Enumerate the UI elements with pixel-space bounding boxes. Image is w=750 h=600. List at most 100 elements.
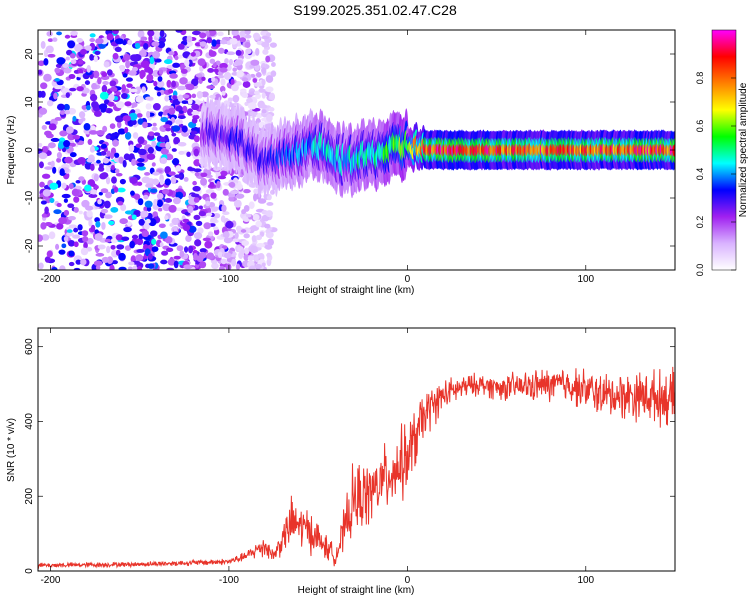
spectrogram-cell bbox=[47, 53, 56, 58]
spectrogram-cell bbox=[205, 189, 215, 194]
spectrogram-cell bbox=[168, 204, 177, 213]
spectrogram-cell bbox=[58, 217, 68, 225]
spectrogram-cell bbox=[59, 168, 65, 176]
spectrogram-cell bbox=[44, 256, 51, 263]
spectrogram-cell bbox=[145, 183, 154, 188]
spectrogram-cell bbox=[64, 109, 71, 115]
spectrogram-cell bbox=[50, 160, 55, 168]
spectrogram-cell bbox=[199, 32, 207, 39]
spectrogram-cell bbox=[54, 67, 61, 74]
spectrogram-cell bbox=[130, 190, 135, 196]
spectrogram-cell bbox=[69, 87, 77, 92]
spectrogram-cell bbox=[183, 264, 193, 270]
colorbar-tick-label: 0.8 bbox=[695, 72, 705, 85]
spectrogram-cell bbox=[187, 98, 193, 105]
spectrogram-cell bbox=[206, 85, 215, 90]
spectrogram-cell bbox=[219, 39, 228, 45]
spectrogram-cell bbox=[243, 205, 250, 212]
spectrogram-cell bbox=[81, 105, 87, 110]
spectrogram-cell bbox=[137, 136, 145, 145]
spectrogram-cell bbox=[75, 259, 82, 265]
spectrogram-cell bbox=[164, 109, 171, 114]
spectrogram-cell bbox=[38, 234, 44, 242]
spectrogram-cell bbox=[174, 174, 182, 179]
spectrogram-cell bbox=[247, 102, 257, 110]
spectrogram-cell bbox=[156, 192, 164, 200]
spectrogram-cell bbox=[187, 55, 197, 60]
spectrogram-cell bbox=[219, 62, 228, 69]
spectrogram-cell bbox=[204, 240, 213, 249]
spectrogram-cell bbox=[159, 242, 164, 247]
spectrogram-cell bbox=[165, 247, 174, 253]
spectrogram-cell bbox=[177, 141, 187, 147]
spectrogram-cell bbox=[234, 232, 239, 239]
spectrogram-cell bbox=[56, 103, 65, 111]
spectrogram-cell bbox=[131, 158, 136, 166]
spectrogram-cell bbox=[86, 237, 94, 245]
spectrogram-cell bbox=[95, 38, 104, 45]
spectrogram-cell bbox=[151, 162, 156, 167]
spectrogram-cell bbox=[68, 261, 75, 267]
spectrogram-cell bbox=[249, 265, 256, 270]
spectrogram-cell bbox=[99, 163, 104, 169]
spectrogram-cell bbox=[83, 122, 91, 131]
spectrogram-cell bbox=[175, 119, 183, 125]
spectrogram-cell bbox=[39, 181, 45, 188]
spectrogram-cell bbox=[124, 132, 132, 140]
y-tick-label: 20 bbox=[24, 48, 35, 60]
spectrogram-cell bbox=[123, 53, 131, 61]
spectrogram-cell bbox=[215, 39, 222, 45]
spectrogram-cell bbox=[114, 152, 120, 158]
spectrogram-cell bbox=[184, 59, 190, 67]
y-tick-label: 0 bbox=[24, 568, 35, 574]
spectrogram-cell bbox=[194, 171, 200, 177]
spectrogram-cell bbox=[125, 77, 133, 82]
spectrogram-cell bbox=[156, 199, 163, 208]
spectrogram-cell bbox=[219, 170, 228, 177]
spectrogram-cell bbox=[137, 181, 143, 186]
spectrogram-cell bbox=[38, 161, 44, 169]
spectrogram-cell bbox=[232, 94, 240, 103]
spectrogram-cell bbox=[86, 64, 91, 73]
spectrogram-cell bbox=[173, 255, 181, 260]
spectrogram-cell bbox=[265, 210, 273, 218]
spectrogram-cell bbox=[199, 261, 207, 269]
spectrogram-cell bbox=[50, 137, 60, 142]
snr-x-label: Height of straight line (km) bbox=[298, 585, 415, 596]
spectrogram-cell bbox=[173, 260, 179, 269]
spectrogram-cell bbox=[48, 231, 56, 240]
spectrogram-cell bbox=[136, 248, 145, 253]
spectrogram-cell bbox=[178, 150, 185, 155]
spectrogram-cell bbox=[105, 134, 111, 140]
spectrogram-cell bbox=[61, 147, 67, 153]
spectrogram-cell bbox=[115, 172, 123, 177]
spectrogram-cell bbox=[194, 239, 202, 247]
spectrogram-cell bbox=[68, 250, 75, 257]
spectrogram-cell bbox=[102, 125, 108, 133]
spectrogram-cell bbox=[81, 230, 89, 237]
spectrogram-cell bbox=[93, 173, 99, 182]
spectrogram-cell bbox=[231, 84, 239, 92]
spectrogram-cell bbox=[38, 152, 48, 160]
spectrogram-cell bbox=[90, 189, 98, 195]
spectrogram-cell bbox=[220, 258, 227, 265]
spectrogram-cell bbox=[253, 90, 260, 95]
spectrogram-cell bbox=[63, 209, 70, 216]
spectrogram-cell bbox=[228, 196, 235, 202]
spectrogram-cell bbox=[193, 214, 201, 221]
spectrogram-cell bbox=[220, 78, 226, 86]
spectrogram-cell bbox=[76, 38, 84, 43]
spectrogram-cell bbox=[199, 41, 207, 47]
spectrogram-cell bbox=[147, 30, 155, 37]
spectrogram-cell bbox=[68, 183, 74, 190]
spectrogram-cell bbox=[152, 171, 160, 176]
spectrogram-cell bbox=[105, 176, 111, 185]
spectrogram-cell bbox=[159, 30, 165, 38]
spectrogram-cell bbox=[134, 42, 141, 49]
spectrogram-cell bbox=[45, 196, 51, 204]
spectrogram-cell bbox=[252, 32, 261, 40]
spectrogram-cell bbox=[111, 260, 118, 265]
spectrogram-cell bbox=[221, 90, 226, 96]
spectrogram-cell bbox=[241, 92, 249, 98]
